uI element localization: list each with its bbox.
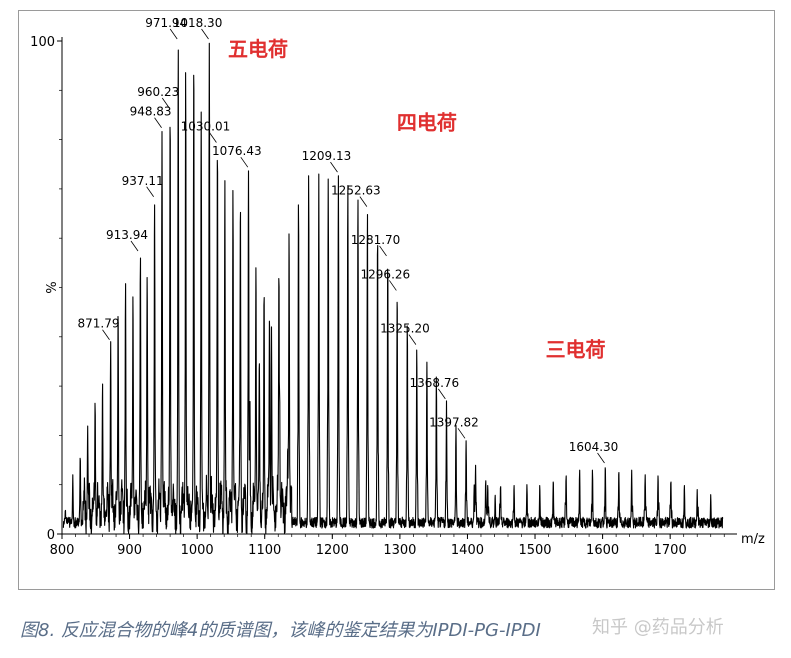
y-tick-label: 0 [47,528,55,543]
peak-label: 971.94 [145,16,187,30]
peak-leader [161,97,170,109]
x-tick-label: 1200 [316,543,349,558]
x-tick-label: 900 [117,543,142,558]
peak-leader [438,388,446,400]
peak-leader [169,28,178,40]
peak-label: 960.23 [137,85,179,99]
peak-leader [597,452,605,464]
peak-leader [359,196,368,207]
peak-leader [408,334,417,345]
peak-label: 1252.63 [331,184,381,198]
charge-state-label: 三电荷 [546,338,606,362]
x-tick-label: 1600 [586,543,619,558]
peak-leader [389,280,397,291]
y-axis-title: % [42,281,57,293]
peak-label: 1397.82 [429,415,479,429]
charge-state-label: 四电荷 [397,111,457,135]
chart-frame: 800 900 1000 1100 1200 1300 1400 1500 1600 1700 0 1… [18,10,775,590]
peak-label: 1018.30 [173,16,223,30]
peak-label: 937.11 [122,174,164,188]
x-tick-label: 1300 [383,543,416,558]
peak-leader [379,245,387,257]
peak-leader [457,428,466,439]
peak-leader [330,161,338,173]
x-tick-label: 1500 [518,543,551,558]
charge-state-label: 五电荷 [228,37,288,61]
peak-leader [146,186,154,197]
x-axis-title: m/z [741,532,765,547]
peak-label: 1281.70 [351,233,401,247]
peak-label: 1209.13 [302,149,352,163]
x-tick-label: 1400 [451,543,484,558]
y-tick-label: 100 [30,35,55,50]
peak-label: 1030.01 [181,120,231,134]
peak-label: 948.83 [130,105,172,119]
watermark: 知乎 @药品分析 [592,617,724,638]
peak-leader [154,117,162,128]
x-tick-label: 1700 [654,543,687,558]
peak-leader [102,329,110,340]
x-tick-label: 1000 [181,543,214,558]
peak-label: 1076.43 [212,144,262,158]
peak-label: 1296.26 [361,267,411,281]
peak-label: 871.79 [78,317,120,331]
x-tick-label: 800 [50,543,75,558]
peak-label: 1604.30 [569,440,619,454]
peak-leader [130,240,139,252]
x-tick-label: 1100 [248,543,281,558]
peak-leader [209,132,217,143]
mass-spectrum-chart: 800 900 1000 1100 1200 1300 1400 1500 1600 1700 0 1… [30,16,765,558]
figure-caption: 图8. 反应混合物的峰4的质谱图，该峰的鉴定结果为IPDI-PG-IPDI [20,620,541,641]
peak-label: 913.94 [106,228,148,242]
spectrum-trace [62,42,724,535]
peak-label: 1325.20 [380,322,430,336]
peak-label: 1368.76 [410,376,460,390]
peak-leader [240,156,249,168]
peak-leader [201,28,209,40]
